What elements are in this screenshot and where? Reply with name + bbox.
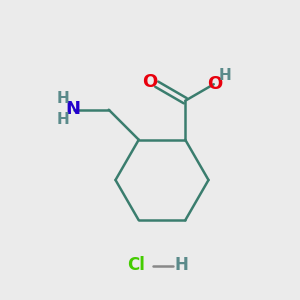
Text: Cl: Cl (128, 256, 146, 274)
Text: H: H (175, 256, 188, 274)
Text: H: H (219, 68, 232, 83)
Text: O: O (142, 73, 158, 91)
Text: H: H (56, 112, 69, 127)
Text: O: O (208, 75, 223, 93)
Text: N: N (65, 100, 80, 118)
Text: H: H (56, 91, 69, 106)
